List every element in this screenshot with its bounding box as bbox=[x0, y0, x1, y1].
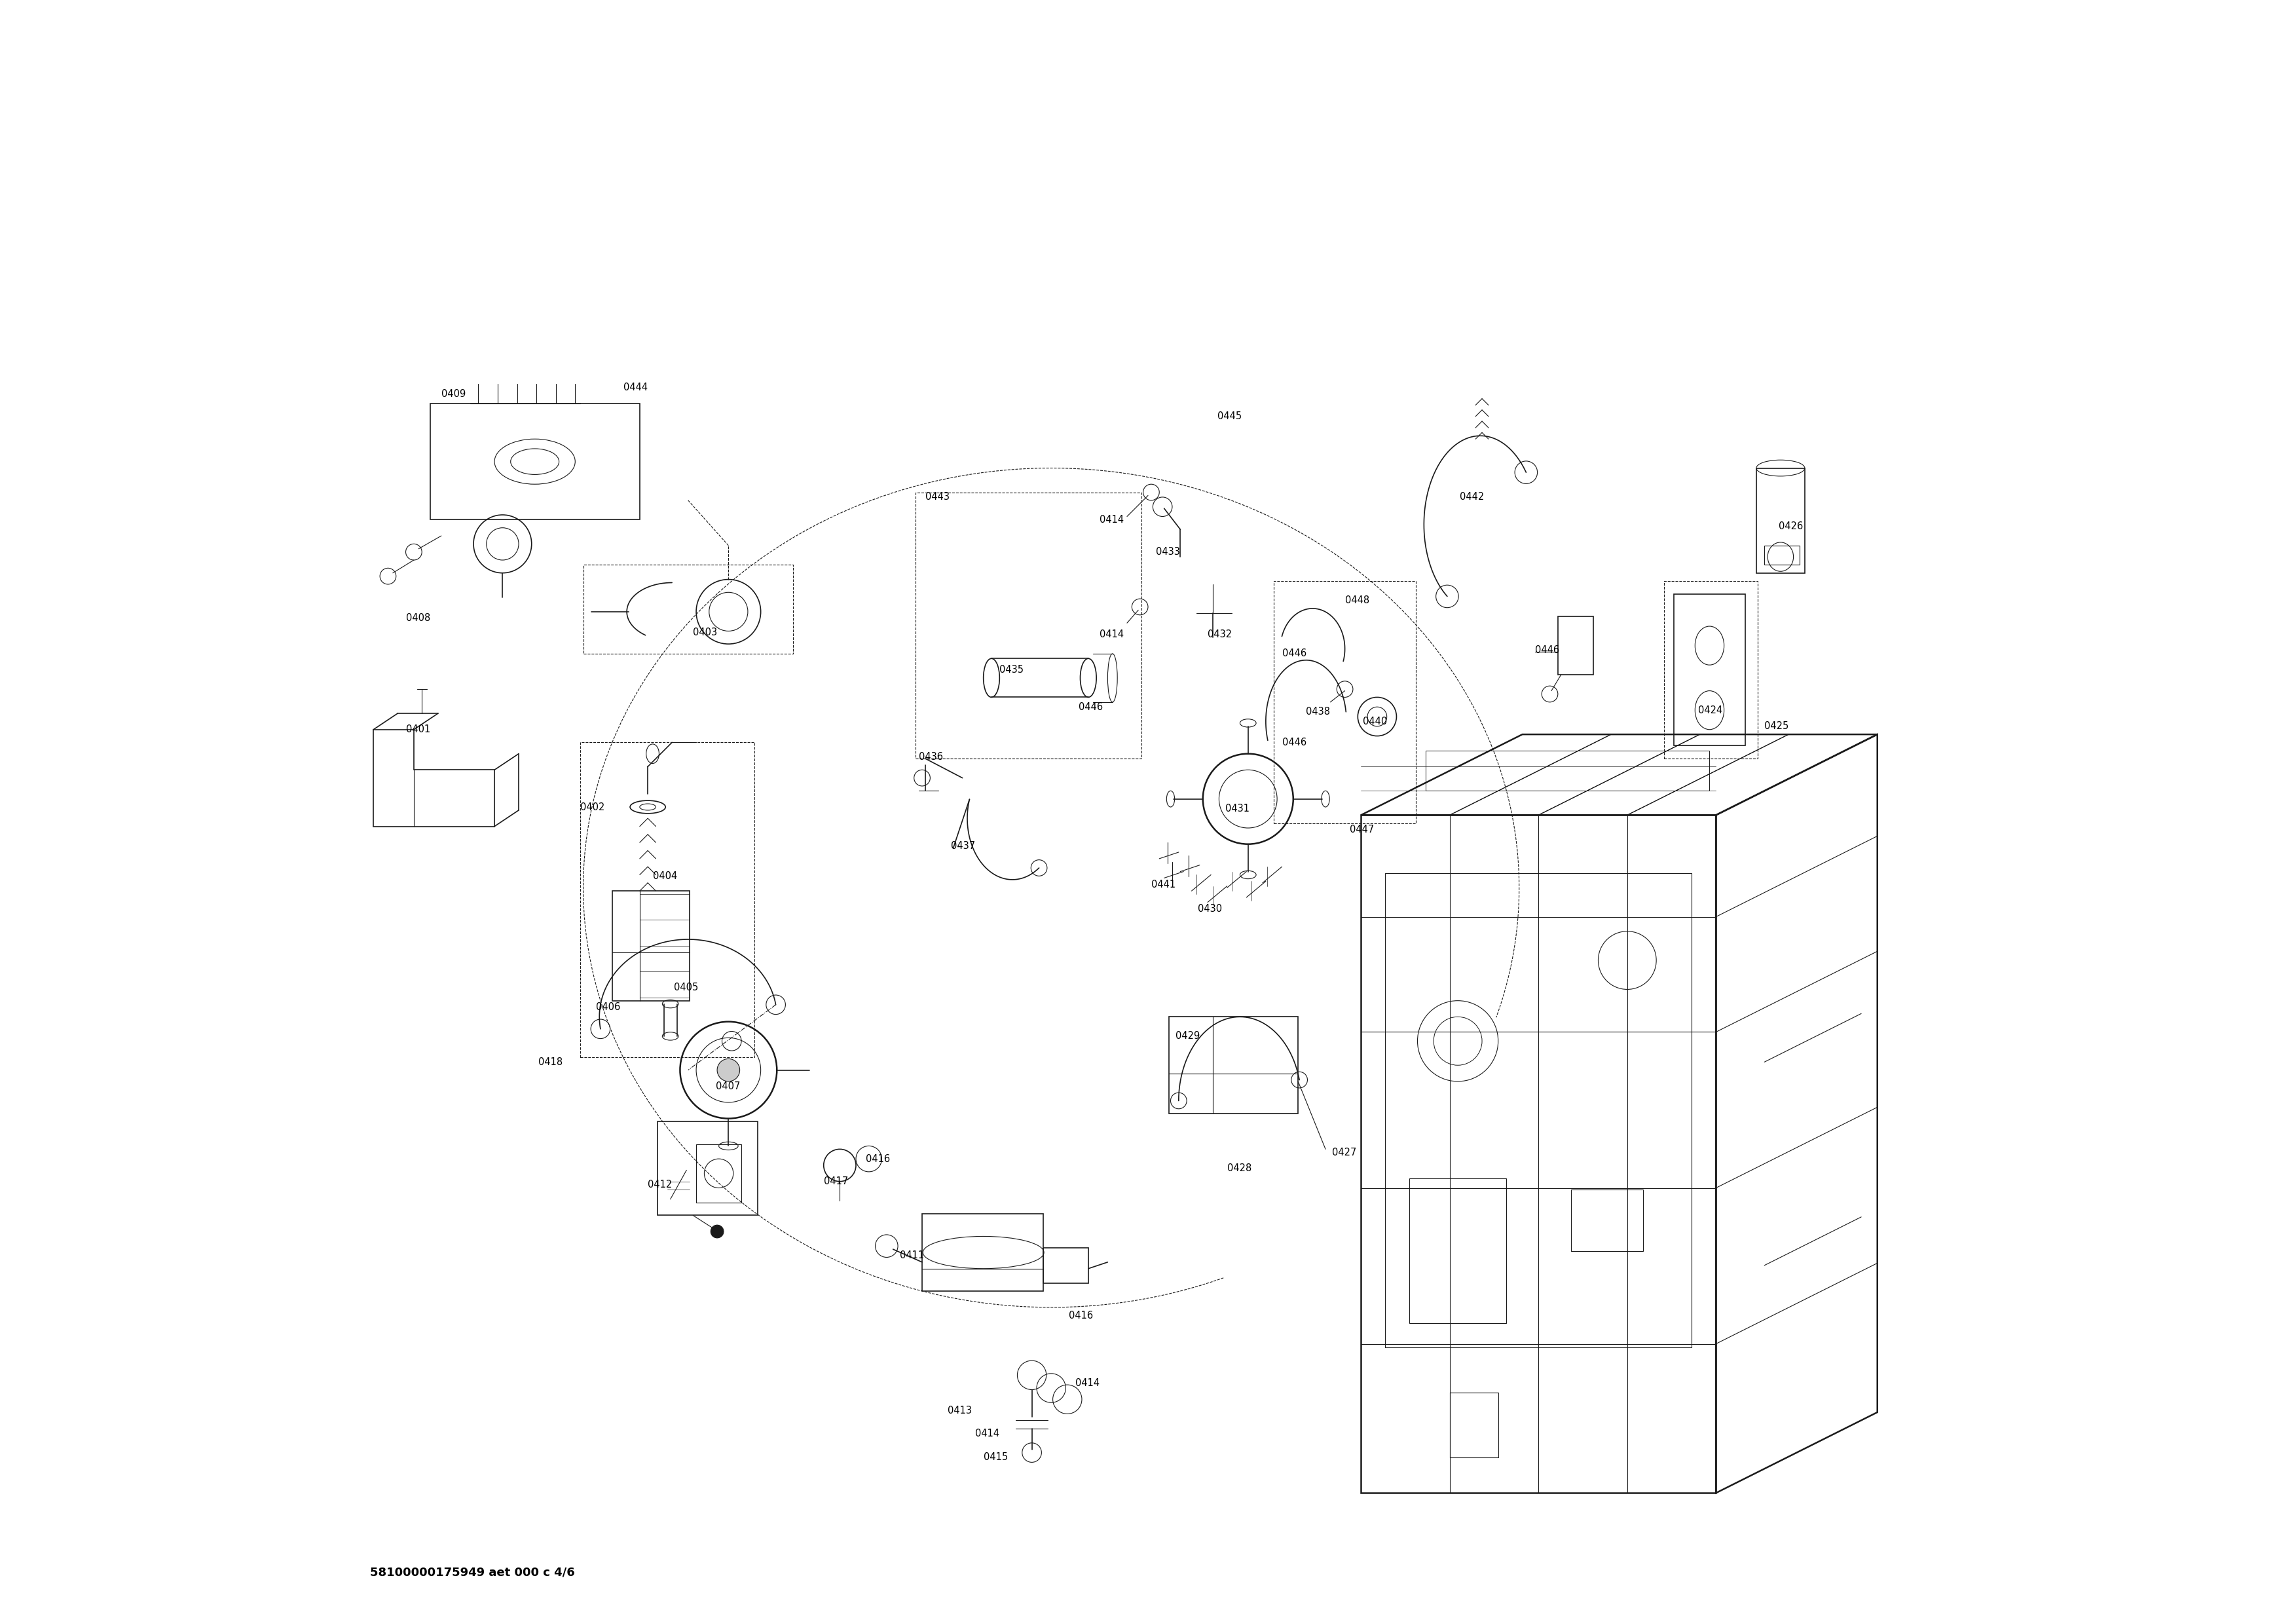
Text: 0427: 0427 bbox=[1332, 1148, 1357, 1157]
Bar bbox=[581, 742, 755, 1057]
Text: 0405: 0405 bbox=[673, 983, 698, 993]
Text: 0437: 0437 bbox=[951, 841, 976, 851]
Text: 0416: 0416 bbox=[866, 1154, 891, 1164]
Text: 0416: 0416 bbox=[1070, 1311, 1093, 1320]
Bar bbox=[583, 565, 792, 654]
Bar bbox=[1042, 1248, 1088, 1283]
Bar bbox=[1274, 581, 1417, 823]
Text: 0444: 0444 bbox=[625, 383, 647, 392]
Text: 0435: 0435 bbox=[999, 665, 1024, 675]
Text: 0418: 0418 bbox=[537, 1057, 563, 1067]
Text: 0412: 0412 bbox=[647, 1180, 673, 1190]
Bar bbox=[696, 1144, 742, 1202]
Text: 0404: 0404 bbox=[652, 872, 677, 881]
Text: 0428: 0428 bbox=[1226, 1164, 1251, 1173]
Bar bbox=[1570, 1190, 1644, 1251]
Text: 0424: 0424 bbox=[1699, 705, 1722, 715]
Text: 0407: 0407 bbox=[716, 1081, 739, 1091]
Text: 0401: 0401 bbox=[406, 725, 429, 734]
Text: 0433: 0433 bbox=[1157, 547, 1180, 557]
Text: 0406: 0406 bbox=[597, 1002, 620, 1012]
Text: 0446: 0446 bbox=[1281, 738, 1306, 747]
Text: 0413: 0413 bbox=[948, 1406, 971, 1415]
Text: 0431: 0431 bbox=[1226, 804, 1249, 813]
Text: 0411: 0411 bbox=[900, 1251, 923, 1261]
Text: 0425: 0425 bbox=[1763, 721, 1789, 731]
Text: 0417: 0417 bbox=[824, 1177, 847, 1186]
Bar bbox=[1674, 594, 1745, 746]
Bar bbox=[1449, 1393, 1499, 1457]
Bar bbox=[657, 1122, 758, 1215]
Text: 0402: 0402 bbox=[581, 802, 604, 812]
Text: 0414: 0414 bbox=[1075, 1378, 1100, 1388]
Text: 0446: 0446 bbox=[1079, 702, 1102, 712]
Bar bbox=[1410, 1178, 1506, 1323]
Bar bbox=[1756, 468, 1805, 573]
Text: 0448: 0448 bbox=[1345, 596, 1368, 605]
Circle shape bbox=[712, 1225, 723, 1238]
Bar bbox=[1169, 1017, 1297, 1114]
Text: 0447: 0447 bbox=[1350, 825, 1373, 834]
Bar bbox=[916, 492, 1141, 759]
Text: 0443: 0443 bbox=[925, 492, 951, 502]
Text: 0429: 0429 bbox=[1176, 1031, 1201, 1041]
Text: 0441: 0441 bbox=[1150, 880, 1176, 889]
Bar bbox=[613, 891, 689, 1001]
Text: 0440: 0440 bbox=[1362, 717, 1387, 726]
Text: 0446: 0446 bbox=[1536, 646, 1559, 655]
Bar bbox=[1559, 617, 1593, 675]
Text: 0430: 0430 bbox=[1199, 904, 1221, 914]
Text: 0442: 0442 bbox=[1460, 492, 1483, 502]
Text: 58100000175949 aet 000 c 4/6: 58100000175949 aet 000 c 4/6 bbox=[370, 1567, 574, 1578]
Text: 0432: 0432 bbox=[1208, 629, 1233, 639]
Text: 0415: 0415 bbox=[983, 1453, 1008, 1462]
Text: 0414: 0414 bbox=[1100, 629, 1125, 639]
Text: 0414: 0414 bbox=[1100, 515, 1125, 525]
Bar bbox=[1426, 751, 1711, 791]
Circle shape bbox=[716, 1059, 739, 1081]
Text: 0438: 0438 bbox=[1306, 707, 1329, 717]
Text: 0445: 0445 bbox=[1217, 412, 1242, 421]
Text: 0426: 0426 bbox=[1779, 521, 1802, 531]
Text: 0408: 0408 bbox=[406, 613, 429, 623]
Bar bbox=[1763, 546, 1800, 565]
Bar bbox=[923, 1214, 1042, 1291]
Text: 0409: 0409 bbox=[441, 389, 466, 399]
Text: 0403: 0403 bbox=[693, 628, 716, 638]
Text: 0446: 0446 bbox=[1281, 649, 1306, 659]
Text: 0436: 0436 bbox=[918, 752, 944, 762]
Text: 0414: 0414 bbox=[976, 1428, 999, 1438]
Bar bbox=[1384, 873, 1692, 1348]
Bar bbox=[429, 404, 641, 520]
Bar bbox=[1665, 581, 1759, 759]
